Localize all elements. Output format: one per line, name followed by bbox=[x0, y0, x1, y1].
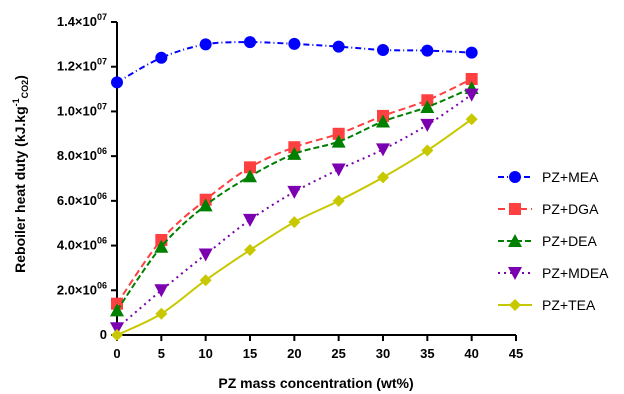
y-tick-label: 4.0×1006 bbox=[57, 236, 107, 253]
data-point bbox=[377, 171, 389, 184]
data-point bbox=[155, 51, 168, 64]
data-point bbox=[331, 163, 346, 177]
y-axis-title-sup: -1 bbox=[11, 98, 21, 106]
data-point bbox=[243, 169, 257, 183]
legend-item: PZ+MEA bbox=[498, 169, 599, 185]
x-tick-label: 0 bbox=[113, 346, 120, 361]
x-tick-label: 40 bbox=[464, 346, 478, 361]
legend-item: PZ+DEA bbox=[498, 233, 598, 249]
data-point bbox=[464, 88, 479, 102]
legend: PZ+MEA PZ+DGA PZ+DEA PZ+MDEA PZ+TEA bbox=[498, 169, 609, 313]
data-point bbox=[287, 146, 302, 160]
x-tick-label: 20 bbox=[287, 346, 301, 361]
series-pz-dea bbox=[110, 80, 479, 317]
data-point bbox=[244, 36, 256, 49]
y-tick-label: 1.4×1007 bbox=[57, 12, 107, 29]
legend-item: PZ+MDEA bbox=[498, 265, 609, 281]
data-point bbox=[155, 307, 168, 320]
legend-marker bbox=[509, 171, 521, 183]
y-tick-label: 6.0×1006 bbox=[57, 191, 107, 208]
legend-label: PZ+MEA bbox=[542, 169, 599, 185]
data-point bbox=[244, 244, 256, 257]
y-axis-title-close: ) bbox=[12, 75, 28, 80]
data-point bbox=[288, 37, 301, 50]
x-tick-label: 5 bbox=[158, 346, 165, 361]
data-point bbox=[465, 46, 478, 59]
data-point bbox=[332, 194, 345, 207]
y-axis-title: Reboiler heat duty (kJ.kg-1CO2) bbox=[11, 75, 30, 273]
x-tick-label: 45 bbox=[509, 346, 523, 361]
y-tick-label: 0 bbox=[100, 327, 107, 342]
data-point bbox=[110, 303, 124, 317]
series-line bbox=[116, 78, 473, 305]
data-point bbox=[111, 329, 123, 341]
data-point bbox=[465, 113, 478, 126]
data-point bbox=[199, 274, 212, 287]
legend-marker bbox=[508, 234, 522, 247]
data-point bbox=[377, 43, 389, 56]
data-point bbox=[111, 76, 123, 89]
y-axis-title-main: Reboiler heat duty (kJ.kg bbox=[12, 106, 28, 272]
data-point bbox=[331, 134, 346, 148]
data-point bbox=[243, 213, 257, 227]
x-tick-label: 25 bbox=[331, 346, 345, 361]
data-point bbox=[287, 185, 302, 199]
data-point bbox=[154, 284, 169, 298]
data-point bbox=[199, 38, 212, 51]
y-tick-label: 8.0×1006 bbox=[57, 146, 107, 163]
data-point bbox=[421, 44, 434, 57]
data-point bbox=[154, 239, 169, 253]
x-tick-label: 15 bbox=[243, 346, 257, 361]
data-point bbox=[110, 322, 124, 336]
data-point bbox=[465, 73, 478, 86]
y-tick-label: 1.0×1007 bbox=[57, 101, 107, 118]
legend-marker bbox=[508, 267, 522, 280]
series-pz-tea bbox=[111, 113, 478, 341]
y-axis-title-sub: CO2 bbox=[20, 80, 30, 99]
legend-item: PZ+DGA bbox=[498, 201, 599, 217]
data-point bbox=[198, 248, 213, 262]
series-pz-mea bbox=[111, 36, 478, 89]
data-point bbox=[288, 216, 301, 229]
legend-label: PZ+MDEA bbox=[542, 265, 609, 281]
y-tick-label: 1.2×1007 bbox=[57, 57, 107, 74]
y-tick-label: 2.0×1006 bbox=[57, 280, 107, 297]
data-point bbox=[332, 40, 345, 53]
legend-label: PZ+TEA bbox=[542, 297, 596, 313]
data-point bbox=[421, 144, 434, 157]
legend-item: PZ+TEA bbox=[498, 297, 596, 313]
legend-label: PZ+DGA bbox=[542, 201, 599, 217]
data-point bbox=[376, 114, 390, 128]
x-tick-label: 30 bbox=[376, 346, 390, 361]
series-pz-mdea bbox=[110, 88, 479, 336]
data-point bbox=[198, 198, 213, 212]
y-axis-ticks: 0 2.0×1006 4.0×1006 6.0×1006 8.0×1006 1.0×100… bbox=[57, 12, 117, 342]
legend-marker bbox=[509, 299, 521, 311]
series-layer bbox=[110, 36, 479, 341]
x-tick-label: 10 bbox=[198, 346, 212, 361]
series-line bbox=[116, 87, 473, 311]
data-point bbox=[244, 161, 256, 174]
data-point bbox=[376, 143, 390, 157]
series-line bbox=[116, 93, 473, 330]
data-point bbox=[420, 99, 435, 113]
legend-label: PZ+DEA bbox=[542, 233, 598, 249]
data-point bbox=[332, 127, 345, 140]
x-axis-title: PZ mass concentration (wt%) bbox=[218, 375, 413, 391]
x-tick-label: 35 bbox=[420, 346, 434, 361]
x-axis-ticks: 0 5 10 15 20 25 30 35 40 45 bbox=[113, 335, 523, 361]
legend-marker bbox=[509, 203, 521, 215]
chart-axes bbox=[116, 22, 516, 336]
data-point bbox=[420, 118, 435, 132]
